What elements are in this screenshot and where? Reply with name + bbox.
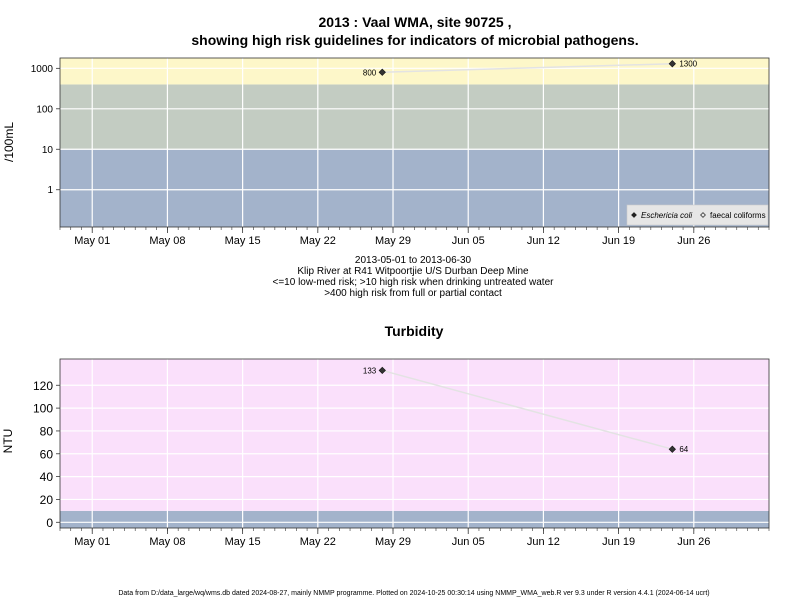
x-tick-label: May 01 — [74, 536, 110, 548]
turbidity-chart-title: Turbidity — [385, 323, 444, 339]
risk-band — [60, 510, 769, 528]
chart-title-line1: 2013 : Vaal WMA, site 90725 , — [319, 14, 512, 30]
risk-band — [60, 359, 769, 511]
x-tick-label: May 08 — [149, 536, 185, 548]
y-tick-label: 100 — [33, 402, 53, 416]
data-point — [668, 60, 676, 68]
x-tick-label: Jun 12 — [527, 536, 560, 548]
legend-box — [626, 204, 769, 226]
y-tick-label: 40 — [40, 470, 54, 484]
info-line-contact-risk: >400 high risk from full or partial cont… — [324, 288, 502, 299]
data-label: 64 — [679, 445, 688, 454]
y-tick-label: 60 — [40, 447, 54, 461]
data-label: 133 — [363, 366, 377, 375]
info-line-dates: 2013-05-01 to 2013-06-30 — [355, 255, 472, 266]
data-point — [378, 366, 386, 375]
data-label: 1300 — [679, 60, 697, 69]
x-tick-label: Jun 19 — [602, 235, 635, 247]
y-axis-label: /100mL — [2, 122, 16, 162]
y-tick-label: 100 — [36, 104, 53, 115]
risk-band — [60, 84, 769, 150]
x-tick-label: Jun 12 — [527, 235, 560, 247]
legend-marker-faecal-coliforms — [700, 212, 706, 218]
legend-marker-ecoli — [631, 212, 637, 218]
x-tick-label: Jun 05 — [452, 536, 485, 548]
data-label: 800 — [363, 68, 377, 77]
legend-label-faecal-coliforms: faecal coliforms — [710, 211, 766, 220]
info-line-drinking-risk: <=10 low-med risk; >10 high risk when dr… — [273, 277, 555, 288]
x-tick-label: May 01 — [74, 235, 110, 247]
series-line — [382, 62, 673, 74]
data-point — [378, 68, 386, 76]
chart-title-line2: showing high risk guidelines for indicat… — [191, 32, 638, 48]
y-tick-label: 1000 — [31, 64, 54, 75]
y-tick-label: 1 — [47, 185, 53, 196]
data-point — [668, 445, 676, 453]
series-line — [382, 369, 673, 450]
x-tick-label: Jun 19 — [602, 536, 635, 548]
x-tick-label: May 08 — [149, 235, 185, 247]
y-tick-label: 0 — [46, 516, 53, 530]
x-tick-label: May 29 — [375, 235, 411, 247]
x-tick-label: Jun 26 — [677, 235, 710, 247]
x-tick-label: Jun 05 — [452, 235, 485, 247]
y-axis-label: NTU — [1, 429, 15, 454]
turbidity-panel: 0 20 40 60 80 100 120 NTU May 01 May 08 May 15 May … — [1, 358, 770, 548]
x-tick-label: May 15 — [225, 235, 261, 247]
x-tick-label: May 22 — [300, 536, 336, 548]
microbial-panel: 1 10 100 1000/100mL May 01 May 08 May 15 May 22… — [2, 57, 770, 247]
y-tick-label: 10 — [42, 145, 54, 156]
y-tick-label: 120 — [33, 379, 53, 393]
y-tick-label: 20 — [40, 493, 54, 507]
x-tick-label: May 22 — [300, 235, 336, 247]
x-tick-label: May 29 — [375, 536, 411, 548]
y-tick-label: 80 — [40, 424, 54, 438]
legend-label-ecoli: Eschericia coli — [641, 211, 692, 220]
footer-note: Data from D:/data_large/wq/wms.db dated … — [118, 590, 709, 597]
x-tick-label: Jun 26 — [677, 536, 710, 548]
info-line-site: Klip River at R41 Witpoortjie U/S Durban… — [297, 266, 529, 277]
x-tick-label: May 15 — [225, 536, 261, 548]
